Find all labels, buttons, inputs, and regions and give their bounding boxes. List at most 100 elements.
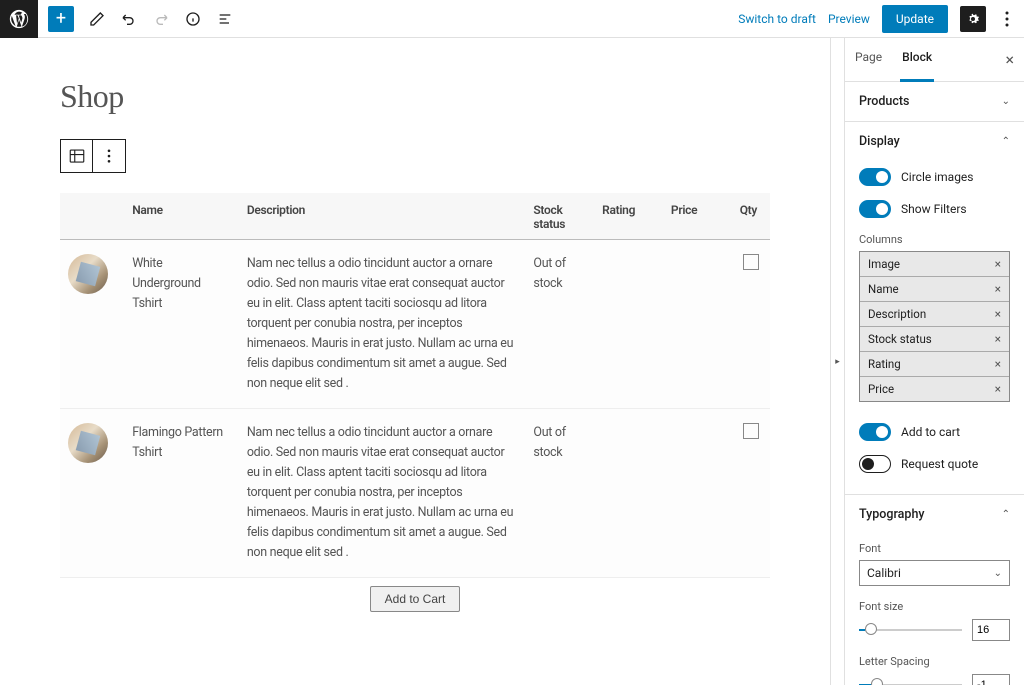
product-image[interactable]	[68, 254, 108, 294]
font-size-input[interactable]	[972, 619, 1010, 641]
font-size-label: Font size	[859, 600, 1010, 613]
letter-spacing-label: Letter Spacing	[859, 655, 1010, 668]
th-name: Name	[124, 193, 239, 240]
th-image	[60, 193, 124, 240]
tab-block[interactable]: Block	[892, 38, 942, 81]
product-name: White Underground Tshirt	[124, 240, 239, 409]
product-qty-checkbox[interactable]	[743, 423, 759, 439]
column-label: Description	[868, 307, 926, 321]
toggle-add-to-cart[interactable]	[859, 423, 891, 441]
editor-topbar: + Switch to draft Preview Update	[0, 0, 1024, 38]
th-stock: Stock status	[525, 193, 594, 240]
chevron-up-icon: ⌃	[1002, 136, 1010, 147]
column-label: Image	[868, 257, 900, 271]
toggle-show-filters[interactable]	[859, 200, 891, 218]
column-item[interactable]: Name ×	[860, 277, 1009, 302]
sidebar-tabs: Page Block ×	[845, 38, 1024, 82]
product-price	[663, 240, 732, 409]
th-price: Price	[663, 193, 732, 240]
product-qty-checkbox[interactable]	[743, 254, 759, 270]
th-qty: Qty	[732, 193, 770, 240]
letter-spacing-input[interactable]	[972, 674, 1010, 685]
products-panel: Products ⌄	[845, 82, 1024, 122]
product-rating	[594, 409, 663, 578]
products-panel-title: Products	[859, 94, 909, 109]
column-item[interactable]: Image ×	[860, 252, 1009, 277]
typography-panel-toggle[interactable]: Typography ⌃	[845, 495, 1024, 534]
redo-icon[interactable]	[152, 10, 170, 28]
typography-panel-title: Typography	[859, 507, 925, 522]
columns-list: Image×Name×Description×Stock status×Rati…	[859, 251, 1010, 402]
remove-column-icon[interactable]: ×	[995, 282, 1001, 296]
product-stock: Out of stock	[525, 409, 594, 578]
wp-logo[interactable]	[0, 0, 38, 38]
product-description: Nam nec tellus a odio tincidunt auctor a…	[239, 240, 526, 409]
label-show-filters: Show Filters	[901, 202, 967, 216]
preview-link[interactable]: Preview	[828, 12, 870, 26]
column-item[interactable]: Price ×	[860, 377, 1009, 401]
products-panel-toggle[interactable]: Products ⌄	[845, 82, 1024, 121]
label-add-to-cart: Add to cart	[901, 425, 960, 439]
editor-canvas[interactable]: Shop Name Description Stock status Ratin…	[0, 38, 830, 685]
display-panel-title: Display	[859, 134, 900, 149]
sidebar-collapse-strip[interactable]	[830, 38, 844, 685]
settings-sidebar: Page Block × Products ⌄ Display ⌃ Circle…	[844, 38, 1024, 685]
column-label: Rating	[868, 357, 901, 371]
column-label: Stock status	[868, 332, 932, 346]
table-row: Flamingo Pattern Tshirt Nam nec tellus a…	[60, 409, 770, 578]
info-icon[interactable]	[184, 10, 202, 28]
font-label: Font	[859, 542, 1010, 555]
chevron-up-icon: ⌃	[1002, 509, 1010, 520]
product-image[interactable]	[68, 423, 108, 463]
product-price	[663, 409, 732, 578]
font-select[interactable]: Calibri ⌄	[859, 560, 1010, 586]
block-toolbar	[60, 139, 126, 173]
tab-page[interactable]: Page	[845, 38, 892, 81]
th-description: Description	[239, 193, 526, 240]
product-name: Flamingo Pattern Tshirt	[124, 409, 239, 578]
column-item[interactable]: Stock status ×	[860, 327, 1009, 352]
settings-button[interactable]	[960, 6, 986, 32]
label-request-quote: Request quote	[901, 457, 978, 471]
products-table: Name Description Stock status Rating Pri…	[60, 193, 770, 620]
columns-label: Columns	[859, 233, 1010, 246]
top-tools	[88, 10, 234, 28]
remove-column-icon[interactable]: ×	[995, 307, 1001, 321]
add-block-button[interactable]: +	[48, 6, 74, 32]
topbar-right: Switch to draft Preview Update	[738, 5, 1024, 33]
column-item[interactable]: Description ×	[860, 302, 1009, 327]
font-value: Calibri	[867, 566, 901, 580]
chevron-down-icon: ⌄	[1002, 96, 1010, 107]
remove-column-icon[interactable]: ×	[995, 257, 1001, 271]
label-circle-images: Circle images	[901, 170, 974, 184]
block-type-icon[interactable]	[61, 140, 93, 172]
update-button[interactable]: Update	[882, 5, 948, 33]
switch-draft-link[interactable]: Switch to draft	[738, 12, 816, 26]
font-size-slider[interactable]	[859, 629, 962, 631]
product-rating	[594, 240, 663, 409]
undo-icon[interactable]	[120, 10, 138, 28]
th-rating: Rating	[594, 193, 663, 240]
add-to-cart-button[interactable]: Add to Cart	[370, 586, 461, 612]
display-panel: Display ⌃ Circle images Show Filters Col…	[845, 122, 1024, 495]
remove-column-icon[interactable]: ×	[995, 357, 1001, 371]
column-label: Name	[868, 282, 899, 296]
block-more-icon[interactable]	[93, 140, 125, 172]
page-title[interactable]: Shop	[60, 78, 770, 115]
typography-panel: Typography ⌃ Font Calibri ⌄ Font size	[845, 495, 1024, 685]
toggle-circle-images[interactable]	[859, 168, 891, 186]
product-stock: Out of stock	[525, 240, 594, 409]
remove-column-icon[interactable]: ×	[995, 332, 1001, 346]
product-description: Nam nec tellus a odio tincidunt auctor a…	[239, 409, 526, 578]
toggle-request-quote[interactable]	[859, 455, 891, 473]
chevron-down-icon: ⌄	[994, 568, 1002, 579]
display-panel-toggle[interactable]: Display ⌃	[845, 122, 1024, 161]
column-item[interactable]: Rating ×	[860, 352, 1009, 377]
remove-column-icon[interactable]: ×	[995, 382, 1001, 396]
table-row: White Underground Tshirt Nam nec tellus …	[60, 240, 770, 409]
outline-icon[interactable]	[216, 10, 234, 28]
more-menu-icon[interactable]	[998, 11, 1016, 27]
close-sidebar-icon[interactable]: ×	[995, 38, 1024, 81]
column-label: Price	[868, 382, 894, 396]
edit-mode-icon[interactable]	[88, 10, 106, 28]
